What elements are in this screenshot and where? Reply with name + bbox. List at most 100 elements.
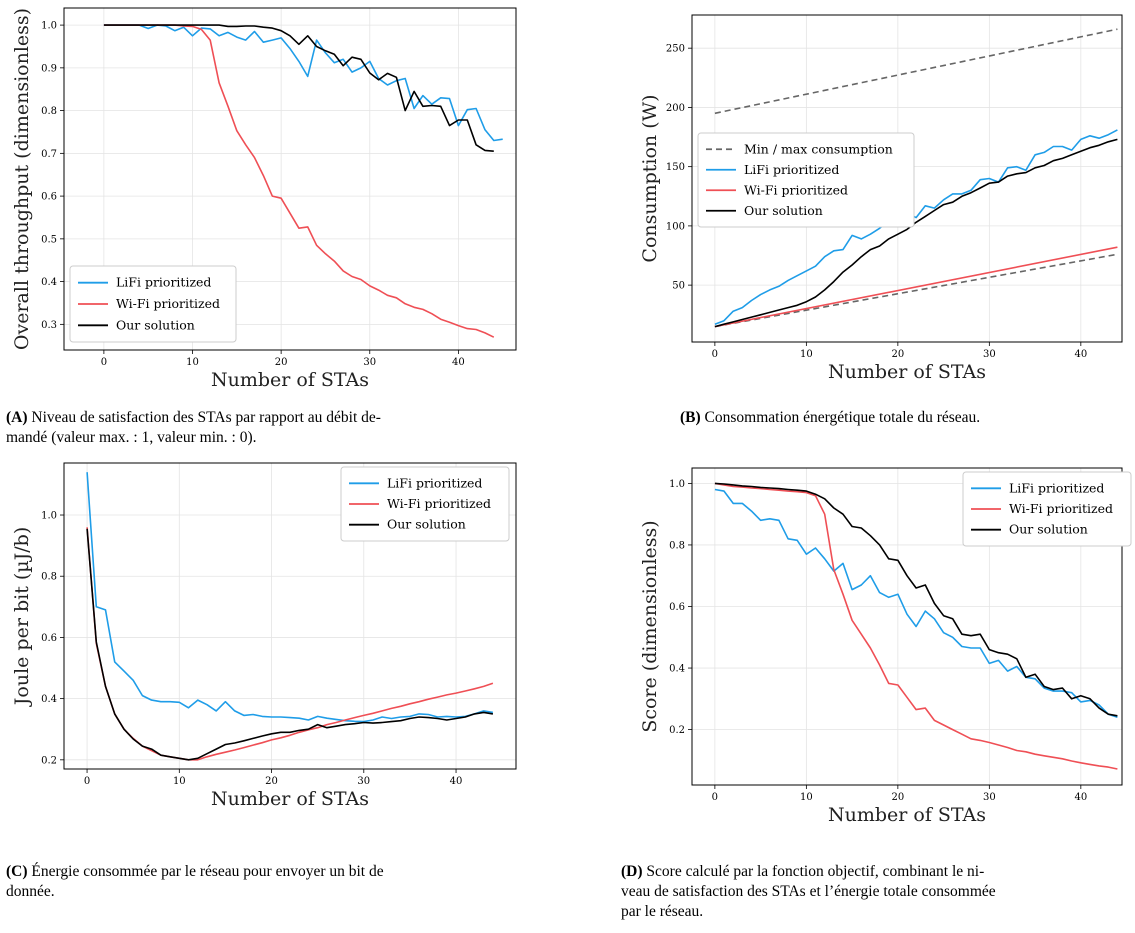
y-tick-label: 200 [666, 103, 685, 114]
y-tick-label: 0.8 [41, 106, 57, 117]
series-line-ours [103, 24, 494, 152]
y-tick-label: 0.2 [669, 725, 685, 736]
series-line-ours [714, 482, 1118, 717]
y-tick-label: 0.8 [669, 540, 685, 551]
caption-b-tag: (B) [680, 409, 701, 426]
legend-label: LiFi prioritized [387, 475, 482, 490]
caption-c-text: Énergie consommée par le réseau pour env… [6, 863, 384, 900]
legend-label: Wi-Fi prioritized [387, 496, 491, 511]
series-group [103, 24, 503, 338]
y-tick-label: 0.8 [41, 572, 57, 583]
series-line-ours [86, 528, 494, 761]
x-tick-label: 40 [452, 357, 465, 368]
legend-label: Our solution [744, 203, 823, 218]
legend-label: Wi-Fi prioritized [1009, 501, 1113, 516]
x-tick-label: 10 [186, 357, 199, 368]
caption-d-text: Score calculé par la fonction objectif, … [621, 863, 996, 920]
y-tick-label: 100 [666, 221, 685, 232]
y-axis-label: Consumption (W) [639, 94, 661, 262]
y-tick-label: 250 [666, 44, 685, 55]
y-tick-label: 0.4 [41, 277, 57, 288]
x-tick-label: 10 [800, 349, 813, 360]
y-axis-label: Score (dimensionless) [639, 520, 661, 732]
caption-d-tag: (D) [621, 863, 643, 880]
legend-label: Our solution [116, 317, 195, 332]
y-tick-label: 1.0 [41, 21, 57, 32]
legend [962, 471, 1132, 547]
x-tick-label: 0 [101, 357, 107, 368]
y-tick-label: 50 [672, 281, 685, 292]
legend-label: LiFi prioritized [116, 275, 211, 290]
y-tick-label: 150 [666, 162, 685, 173]
legend-label: Our solution [1009, 522, 1088, 537]
series-line-wifi [714, 246, 1118, 328]
series-line-lifi [714, 488, 1118, 719]
x-tick-label: 40 [450, 776, 463, 787]
x-tick-label: 20 [891, 792, 904, 803]
legend-label: Wi-Fi prioritized [116, 296, 220, 311]
chart-c: 0 10 20 30 40 0.2 0.4 0.6 0.8 1.0 Number of STAs Jo… [11, 462, 517, 810]
x-axis-label: Number of STAs [828, 361, 986, 383]
y-tick-label: 0.5 [41, 234, 57, 245]
legend [340, 466, 510, 542]
series-line-minmax-min [714, 253, 1118, 328]
x-tick-label: 30 [983, 349, 996, 360]
series-line-ours [714, 138, 1118, 328]
y-axis-label: Joule per bit (µJ/b) [11, 527, 33, 707]
caption-b-text: Consommation énergétique totale du résea… [700, 409, 981, 426]
legend-label: LiFi prioritized [1009, 480, 1104, 495]
legend-label: LiFi prioritized [744, 162, 839, 177]
x-tick-label: 0 [712, 792, 718, 803]
y-tick-label: 0.9 [41, 63, 57, 74]
x-tick-label: 30 [357, 776, 370, 787]
x-tick-label: 40 [1074, 349, 1087, 360]
legend-label: Our solution [387, 517, 466, 532]
series-group [714, 482, 1118, 770]
y-tick-label: 0.7 [41, 149, 57, 160]
y-tick-label: 0.2 [41, 755, 57, 766]
series-group [714, 28, 1118, 328]
caption-b: (B) Consommation énergétique totale du r… [680, 408, 1120, 428]
caption-a-text: Niveau de satisfaction des STAs par rapp… [6, 409, 381, 446]
y-tick-label: 1.0 [41, 511, 57, 522]
series-line-lifi [714, 129, 1118, 325]
y-tick-label: 0.3 [41, 320, 57, 331]
x-tick-label: 10 [800, 792, 813, 803]
y-tick-label: 0.4 [41, 694, 57, 705]
series-line-lifi [103, 24, 503, 142]
x-tick-label: 20 [275, 357, 288, 368]
caption-a-tag: (A) [6, 409, 28, 426]
x-axis-label: Number of STAs [211, 369, 369, 391]
caption-c-tag: (C) [6, 863, 28, 880]
x-tick-label: 0 [712, 349, 718, 360]
series-line-minmax [714, 28, 1118, 115]
x-tick-label: 40 [1074, 792, 1087, 803]
series-line-wifi [714, 482, 1118, 770]
x-tick-label: 0 [84, 776, 90, 787]
chart-a: 0 10 20 30 40 0.3 0.4 0.5 0.6 0.7 0.8 0.9 1.0 Number … [11, 7, 517, 391]
y-tick-label: 0.4 [669, 664, 685, 675]
caption-c: (C) Énergie consommée par le réseau pour… [6, 862, 526, 902]
legend [697, 132, 915, 228]
chart-d: 0 10 20 30 40 0.2 0.4 0.6 0.8 1.0 Number of STAs Sc… [639, 467, 1132, 826]
chart-b: 0 10 20 30 40 50 100 150 200 250 Number of STAs Con… [639, 14, 1123, 383]
y-tick-label: 1.0 [669, 479, 685, 490]
x-axis-label: Number of STAs [828, 804, 986, 826]
series-group [86, 472, 494, 761]
caption-a: (A) Niveau de satisfaction des STAs par … [6, 408, 526, 448]
y-axis-label: Overall throughput (dimensionless) [11, 8, 33, 350]
series-line-wifi [86, 527, 494, 761]
legend [69, 265, 237, 343]
y-tick-label: 0.6 [41, 633, 57, 644]
plot-frame [691, 467, 1123, 786]
x-tick-label: 30 [983, 792, 996, 803]
y-tick-label: 0.6 [669, 602, 685, 613]
x-axis-label: Number of STAs [211, 788, 369, 810]
caption-d: (D) Score calculé par la fonction object… [621, 862, 1135, 922]
legend-label: Wi-Fi prioritized [744, 182, 848, 197]
x-tick-label: 10 [173, 776, 186, 787]
plot-frame [63, 462, 517, 770]
series-line-lifi [86, 472, 494, 723]
plot-frame [691, 14, 1123, 343]
legend-label: Min / max consumption [744, 141, 893, 156]
